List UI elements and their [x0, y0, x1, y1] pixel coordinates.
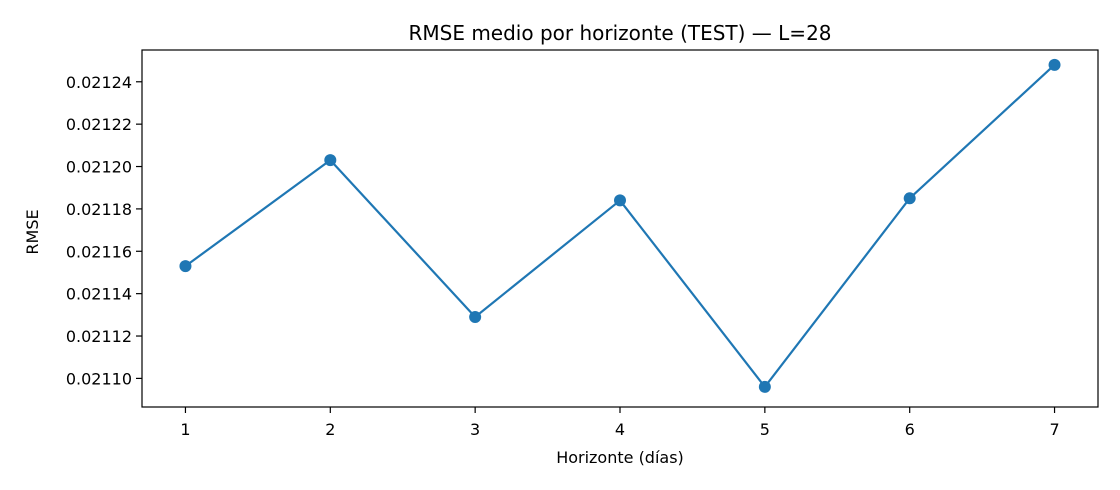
y-tick-label: 0.02110 [66, 369, 132, 388]
y-tick-label: 0.02122 [66, 115, 132, 134]
y-tick-label: 0.02124 [66, 73, 132, 92]
x-tick-label: 1 [180, 420, 190, 439]
x-tick-label: 6 [905, 420, 915, 439]
y-tick-label: 0.02120 [66, 158, 132, 177]
y-tick-label: 0.02112 [66, 327, 132, 346]
data-point [179, 260, 192, 273]
series-line [184, 64, 1056, 388]
plot-area-frame [141, 49, 1099, 408]
data-point [758, 380, 771, 393]
data-point [1048, 58, 1061, 71]
y-axis-label: RMSE [23, 209, 42, 254]
chart-title: RMSE medio por horizonte (TEST) — L=28 [408, 21, 831, 45]
data-point [469, 310, 482, 323]
x-tick-label: 5 [760, 420, 770, 439]
y-tick-label: 0.02114 [66, 285, 132, 304]
x-tick-label: 4 [615, 420, 625, 439]
series-layer [179, 58, 1061, 393]
x-axis-ticks: 1 2 3 4 5 6 7 [180, 407, 1060, 439]
y-axis-ticks: 0.02110 0.02112 0.02114 0.02116 0.02118 0.021… [66, 73, 142, 388]
x-tick-label: 7 [1049, 420, 1059, 439]
y-tick-label: 0.02116 [66, 242, 132, 261]
data-point [324, 154, 337, 167]
x-tick-label: 2 [325, 420, 335, 439]
x-tick-label: 3 [470, 420, 480, 439]
y-tick-label: 0.02118 [66, 200, 132, 219]
x-axis-label: Horizonte (días) [556, 448, 684, 467]
data-point [903, 192, 916, 205]
data-point [614, 194, 626, 207]
